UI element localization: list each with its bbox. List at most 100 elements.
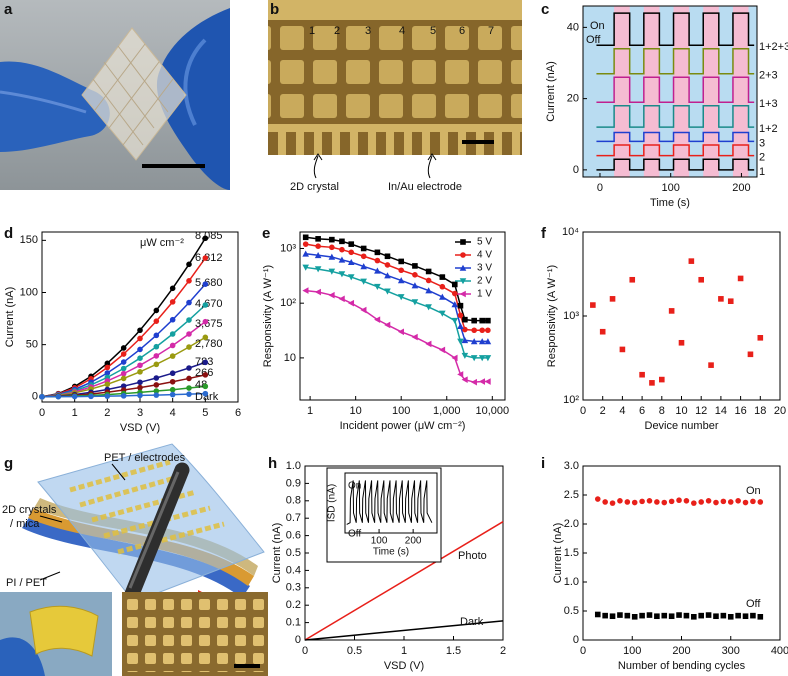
x-tick-label: 6 bbox=[235, 407, 241, 419]
y-axis-label: Current (nA) bbox=[545, 61, 557, 122]
x-tick-label: 200 bbox=[405, 536, 422, 547]
x-tick-label: 400 bbox=[771, 645, 788, 657]
annotation: 2D crystal bbox=[290, 181, 339, 193]
x-tick-label: 2 bbox=[600, 405, 606, 417]
x-tick-label: 100 bbox=[623, 645, 641, 657]
marker bbox=[374, 283, 381, 291]
electrode-number: 1 bbox=[309, 25, 315, 37]
marker bbox=[314, 252, 322, 259]
marker bbox=[153, 332, 160, 339]
y-tick-label: 10³ bbox=[280, 242, 296, 254]
marker bbox=[120, 393, 127, 399]
x-tick-label: 14 bbox=[715, 405, 727, 417]
x-tick-label: 0 bbox=[580, 645, 586, 657]
marker bbox=[602, 612, 608, 619]
marker bbox=[120, 375, 127, 382]
marker bbox=[462, 316, 468, 323]
plot-frame bbox=[41, 231, 239, 403]
marker bbox=[302, 241, 309, 247]
marker bbox=[360, 245, 367, 252]
marker bbox=[347, 299, 355, 307]
marker bbox=[338, 256, 346, 263]
x-tick-label: 100 bbox=[371, 536, 388, 547]
marker bbox=[137, 384, 143, 391]
x-tick-label: 4 bbox=[170, 407, 176, 419]
marker bbox=[202, 255, 209, 261]
unit-label: μW cm⁻² bbox=[140, 237, 184, 249]
marker bbox=[668, 308, 675, 314]
marker bbox=[617, 612, 623, 618]
panel-label: e bbox=[262, 225, 270, 242]
marker bbox=[329, 236, 335, 243]
marker bbox=[397, 277, 405, 284]
marker bbox=[676, 497, 682, 504]
marker bbox=[120, 365, 127, 372]
marker bbox=[328, 268, 336, 275]
marker bbox=[202, 390, 209, 397]
marker bbox=[384, 262, 391, 268]
legend-label: 3 V bbox=[477, 263, 492, 274]
series-label: 1+2+3 bbox=[759, 41, 788, 53]
marker bbox=[153, 392, 160, 398]
marker bbox=[617, 498, 623, 504]
marker bbox=[153, 343, 160, 350]
on-period bbox=[703, 6, 719, 177]
marker bbox=[202, 302, 209, 308]
marker bbox=[478, 338, 486, 345]
marker bbox=[137, 355, 143, 361]
marker bbox=[315, 243, 321, 250]
marker bbox=[439, 346, 446, 354]
marker bbox=[169, 316, 176, 323]
x-tick-label: 1.5 bbox=[446, 645, 461, 657]
marker bbox=[713, 499, 719, 506]
marker bbox=[485, 327, 491, 334]
marker bbox=[619, 346, 626, 353]
marker bbox=[202, 372, 209, 378]
x-tick-label: 8 bbox=[659, 405, 665, 417]
x-tick-label: 1 bbox=[72, 407, 78, 419]
x-tick-label: 100 bbox=[392, 405, 410, 417]
marker bbox=[471, 317, 477, 324]
x-tick-label: 20 bbox=[774, 405, 786, 417]
panel-label: c bbox=[541, 1, 549, 18]
plot-frame bbox=[304, 465, 504, 641]
marker bbox=[169, 353, 176, 359]
series-label: 8,085 bbox=[195, 230, 223, 242]
series-label: 2+3 bbox=[759, 70, 778, 82]
marker bbox=[451, 290, 458, 297]
y-axis-label: Responsivity (A W⁻¹) bbox=[262, 265, 274, 367]
marker bbox=[169, 370, 176, 377]
x-tick-label: 10 bbox=[350, 405, 362, 417]
marker bbox=[169, 299, 176, 305]
marker bbox=[484, 355, 492, 362]
legend-label: 4 V bbox=[477, 250, 492, 261]
x-tick-label: 0.5 bbox=[347, 645, 362, 657]
series-label: 3,675 bbox=[195, 318, 223, 330]
x-tick-label: 0 bbox=[302, 645, 308, 657]
series-line bbox=[596, 158, 755, 171]
marker bbox=[484, 338, 492, 345]
marker bbox=[411, 333, 418, 341]
marker bbox=[609, 613, 616, 620]
marker bbox=[120, 351, 127, 357]
marker bbox=[169, 391, 176, 398]
marker bbox=[478, 355, 486, 362]
marker bbox=[457, 322, 464, 329]
marker bbox=[137, 335, 143, 342]
marker bbox=[186, 391, 192, 397]
marker bbox=[120, 370, 127, 377]
y-tick-label: 1.0 bbox=[564, 576, 579, 588]
x-axis-label: Time (s) bbox=[650, 197, 690, 209]
electrode-number: 6 bbox=[459, 25, 465, 37]
marker bbox=[153, 375, 160, 381]
y-axis-label: Current (nA) bbox=[4, 287, 16, 348]
on-period bbox=[643, 6, 660, 177]
legend-label: 5 V bbox=[477, 237, 492, 248]
marker bbox=[397, 294, 405, 301]
marker bbox=[479, 327, 485, 334]
x-axis-label: Time (s) bbox=[373, 547, 409, 558]
marker bbox=[384, 253, 391, 260]
marker bbox=[457, 312, 464, 319]
marker bbox=[691, 614, 697, 620]
y-tick-label: 0.9 bbox=[286, 477, 301, 489]
